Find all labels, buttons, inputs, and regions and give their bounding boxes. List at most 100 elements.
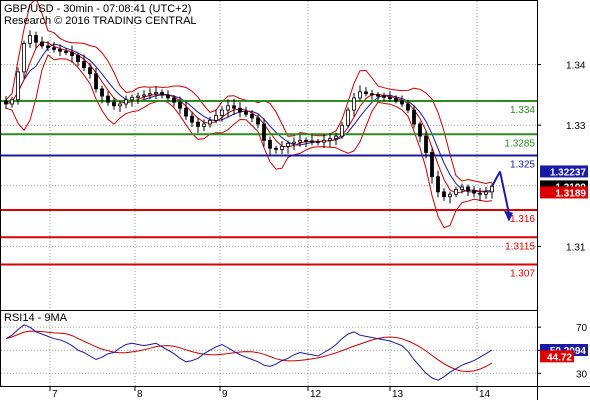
candle-body [100, 88, 104, 97]
candle-body [22, 43, 26, 73]
candle-body [46, 45, 50, 49]
price-y-tick-label: 1.33 [566, 121, 586, 132]
candle-body [394, 98, 398, 102]
candle-body [454, 189, 458, 195]
candlestick-series [4, 30, 494, 204]
candle-body [430, 152, 434, 178]
candle-body [472, 190, 476, 194]
level-label: 1.307 [510, 269, 535, 280]
x-tick-label: 12 [310, 389, 322, 400]
rsi-title: RSI14 - 9MA [4, 312, 68, 324]
candle-body [154, 92, 158, 95]
candle-body [262, 123, 266, 141]
rsi-ma-line [5, 330, 493, 373]
candle-body [478, 192, 482, 195]
candle-body [322, 139, 326, 143]
candle-body [424, 135, 428, 153]
candle-body [112, 101, 116, 107]
x-tick-label: 14 [479, 389, 491, 400]
level-label: 1.325 [510, 160, 535, 171]
candle-body [88, 67, 92, 75]
price-tag-label: 1.3189 [555, 188, 586, 199]
candle-body [346, 109, 350, 126]
candle-body [172, 97, 176, 103]
candle-body [388, 96, 392, 99]
candle-body [442, 191, 446, 198]
candle-body [448, 193, 452, 198]
candle-body [208, 119, 212, 125]
forecast-arrow-head [504, 210, 513, 222]
candle-body [418, 123, 422, 137]
price-tag-box [540, 165, 588, 178]
chart-copyright: Research © 2016 TRADING CENTRAL [4, 15, 197, 27]
candle-body [196, 121, 200, 127]
bollinger-lower-band [5, 54, 493, 229]
candle-body [352, 97, 356, 111]
candle-body [286, 142, 290, 147]
candle-body [238, 107, 242, 113]
level-label: 1.3115 [505, 241, 535, 252]
candle-body [220, 109, 224, 116]
candle-body [298, 139, 302, 143]
candle-body [466, 186, 470, 192]
rsi-lines [5, 324, 493, 381]
rsi-y-tick-label: 30 [576, 369, 588, 380]
candle-body [490, 185, 494, 193]
bollinger-mid-line [5, 41, 493, 194]
candle-body [4, 100, 8, 105]
candle-body [400, 100, 404, 105]
price-tag-label: 1.32237 [550, 167, 587, 178]
candle-body [244, 111, 248, 115]
candle-body [34, 35, 38, 43]
level-label: 1.334 [510, 105, 535, 116]
candle-body [190, 115, 194, 123]
candle-body [382, 95, 386, 98]
candle-body [232, 105, 236, 109]
x-tick-label: 8 [137, 389, 143, 400]
candle-body [268, 139, 272, 149]
candle-body [292, 141, 296, 144]
price-tag-box [540, 186, 588, 199]
candle-body [310, 140, 314, 143]
level-label: 1.3285 [504, 138, 535, 149]
candle-body [94, 73, 98, 90]
candle-body [82, 61, 86, 69]
price-y-tick-label: 1.31 [566, 242, 586, 253]
forecast-arrow [491, 170, 513, 222]
candle-body [202, 123, 206, 127]
rsi-y-tick-label: 70 [576, 323, 588, 334]
candle-body [256, 117, 260, 125]
candle-body [142, 94, 146, 97]
rsi-tag-box [540, 350, 574, 363]
candle-body [484, 191, 488, 195]
candle-body [370, 93, 374, 96]
x-axis: 7 8 9 12 13 14 [49, 386, 491, 400]
candle-body [334, 135, 338, 139]
candle-body [358, 91, 362, 99]
candle-body [328, 138, 332, 141]
candle-body [436, 176, 440, 193]
rsi-line [5, 324, 493, 381]
candle-body [106, 95, 110, 103]
x-tick-label: 7 [52, 389, 58, 400]
rsi-tag-label: 44.72 [547, 352, 572, 363]
chart-title: GBP/USD - 30min - 07:08:41 (UTC+2) [4, 3, 191, 15]
candle-body [304, 139, 308, 142]
price-y-tick-label: 1.34 [566, 61, 586, 72]
rsi-value-tags: 50.209444.72 [540, 343, 588, 363]
price-y-axis: 1.34 1.33 1.31 [537, 61, 586, 253]
candle-body [340, 124, 344, 137]
candle-body [58, 49, 62, 52]
forecast-arrow-lead [491, 170, 501, 187]
candle-body [130, 96, 134, 101]
candle-body [160, 92, 164, 96]
candle-body [40, 41, 44, 47]
candle-body [184, 107, 188, 117]
candle-body [250, 113, 254, 119]
candle-body [214, 115, 218, 121]
x-tick-label: 13 [392, 389, 404, 400]
support-resistance-levels: 1.334 1.3285 1.325 1.316 1.3115 1.307 [1, 99, 537, 280]
